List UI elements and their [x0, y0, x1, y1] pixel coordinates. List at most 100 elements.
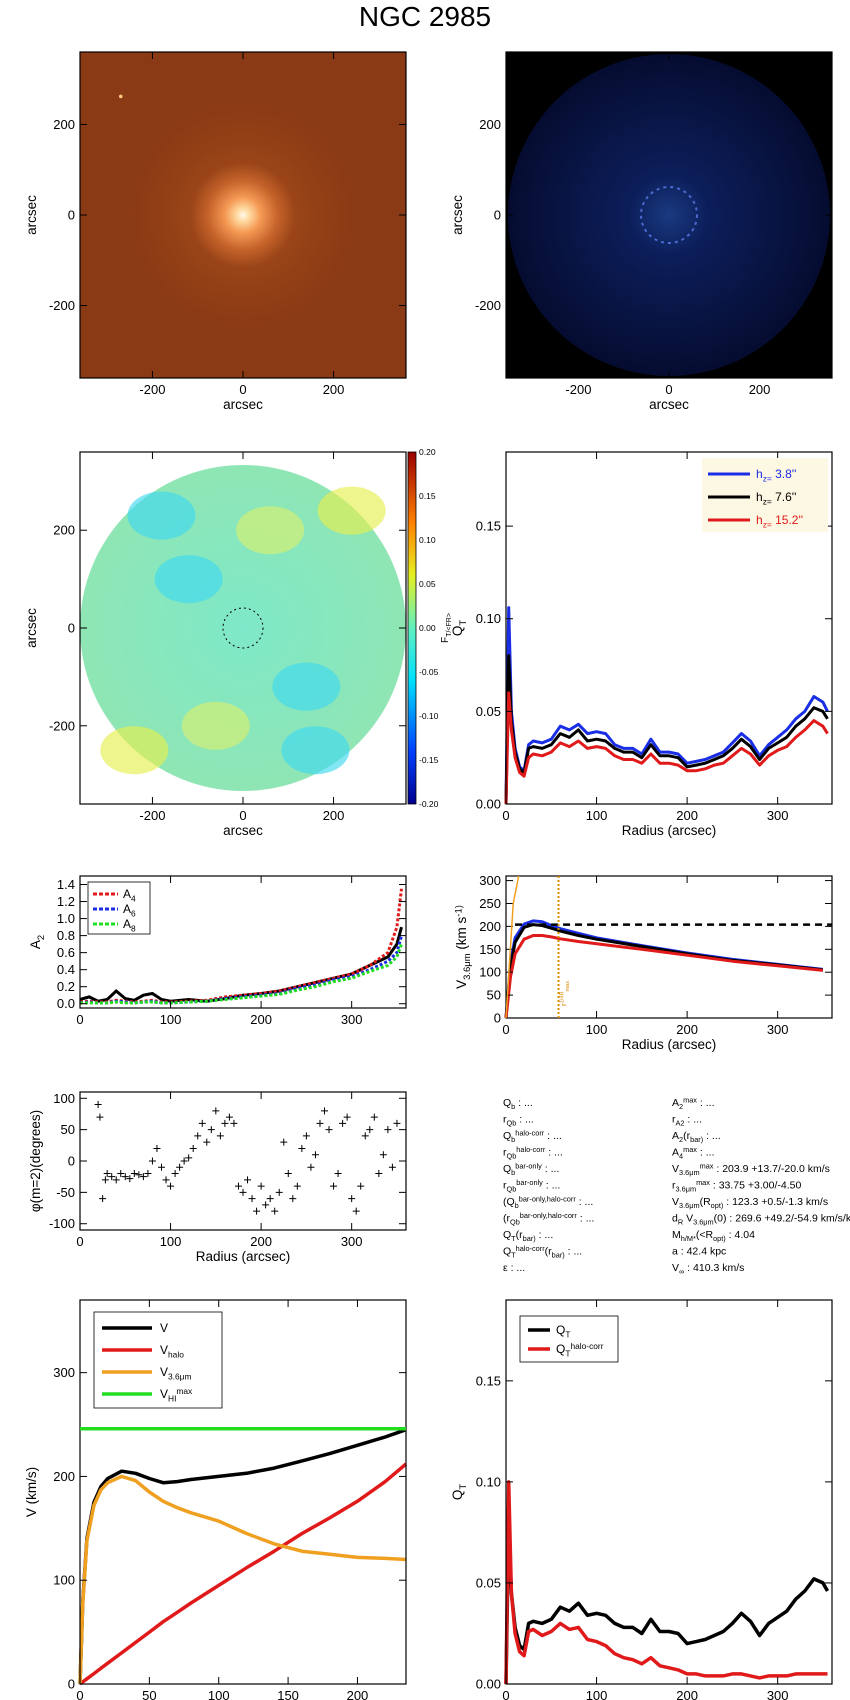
scatter-point [353, 1208, 360, 1215]
scatter-point [135, 1171, 142, 1178]
legend-label-part: HI [168, 1394, 176, 1404]
x-axis-label: Radius (arcsec) [196, 1249, 291, 1264]
legend-label-part: V [160, 1321, 168, 1335]
scatter-point [108, 1173, 115, 1180]
x-tick-label: 200 [323, 808, 345, 823]
y-axis-label-part: arcsec [24, 608, 39, 648]
x-tick-label: 200 [676, 1688, 698, 1700]
table-right-entry-part: A [672, 1147, 679, 1159]
y-axis-label-part: arcsec [24, 195, 39, 235]
scatter-point [357, 1183, 364, 1190]
series-line-red [506, 693, 828, 804]
table-left-entry-part: bar-only,halo-corr [520, 1211, 578, 1220]
scatter-point [140, 1173, 147, 1180]
table-left-entry-part: bar-only,halo-corr [519, 1194, 577, 1203]
y-tick-label: 0.05 [476, 704, 501, 719]
table-right-entry-part: A2 [676, 1119, 685, 1128]
scatter-point [185, 1154, 192, 1161]
y-axis-label-part: Q [450, 1490, 465, 1501]
y-axis-label-part: A [28, 940, 43, 949]
scatter-point [244, 1176, 251, 1183]
legend-label-part: halo-corr [570, 1341, 603, 1351]
scatter-point [131, 1170, 138, 1177]
legend-label-part: h [756, 467, 763, 481]
y-tick-label: 250 [479, 896, 501, 911]
table-right-entry: A4max : ... [672, 1145, 715, 1161]
series-line-black [506, 656, 828, 804]
table-left-entry-part: halo-corr [516, 1145, 546, 1154]
x-tick-label: 200 [347, 1688, 369, 1700]
x-tick-label: 50 [142, 1688, 156, 1700]
x-tick-label: 150 [277, 1688, 299, 1700]
scatter-point [339, 1120, 346, 1127]
table-right-entry-part: V [672, 1163, 679, 1175]
x-tick-label: 0 [76, 1234, 83, 1249]
y-axis-label: V3.6μm (km s-1) [453, 905, 473, 989]
table-left-entry-part: Q [503, 1130, 511, 1142]
x-tick-label: 0 [239, 808, 246, 823]
x-axis-label: Radius (arcsec) [622, 823, 717, 838]
y-axis-label-part: Q [450, 626, 465, 637]
y-tick-label: 300 [479, 873, 501, 888]
scatter-point [344, 1114, 351, 1121]
table-left-entry-part: : ... [543, 1180, 561, 1192]
table-left-entry-part: Qb [507, 1119, 517, 1128]
scatter-point [312, 1151, 319, 1158]
scatter-point [172, 1170, 179, 1177]
colorbar-tick-label: -0.10 [419, 711, 439, 721]
table-left-entry-part: Q [503, 1163, 511, 1175]
table-left-entry-part: Q [503, 1229, 511, 1241]
x-tick-label: 0 [76, 1688, 83, 1700]
x-tick-label: 300 [767, 1022, 789, 1037]
y-tick-label: 0.4 [57, 962, 75, 977]
table-right-entry-part: A [672, 1097, 679, 1109]
y-tick-label: 0.00 [476, 797, 501, 812]
table-left-entry-part: : ... [565, 1246, 583, 1258]
legend-label-part: h [756, 490, 763, 504]
scatter-point [303, 1132, 310, 1139]
scatter-point [276, 1189, 283, 1196]
table-right-entry: r3.6μmmax : 33.75 +3.00/-4.50 [672, 1178, 801, 1194]
x-tick-label: 200 [749, 382, 771, 397]
table-right-entry-part: : ... [703, 1130, 721, 1142]
table-right-entry-part: M [672, 1229, 681, 1241]
scatter-point [240, 1189, 247, 1196]
legend-label-part: V [160, 1365, 168, 1379]
y-axis-label-part: -1) [453, 905, 464, 917]
table-right-entry-part: max [683, 1095, 697, 1104]
legend-label-part: 3.6μm [168, 1372, 191, 1382]
table-left-entry-part: : ... [545, 1147, 563, 1159]
qt_halo-panel: 01002003000.000.050.100.15Radius (arcsec… [450, 1300, 832, 1700]
scatter-point [267, 1195, 274, 1202]
y-tick-label: 0.00 [476, 1677, 501, 1692]
force-blotch [182, 702, 250, 750]
colorbar-tick-label: -0.05 [419, 667, 439, 677]
rmax-label: r1/4Rmax [560, 981, 571, 1006]
legend-label-part: 8 [131, 924, 136, 934]
scatter-point [307, 1164, 314, 1171]
scatter-point [375, 1170, 382, 1177]
table-right-entry: A2max : ... [672, 1095, 715, 1111]
colorbar-tick-label: -0.20 [419, 799, 439, 809]
y-tick-label: 0 [494, 1011, 501, 1026]
table-right-entry-part: max [696, 1178, 710, 1187]
v36-panel: 0 100 200 300050100150200250300Radius (arcs… [453, 873, 832, 1052]
y-tick-label: -200 [475, 298, 501, 313]
legend-label-part: A [123, 902, 131, 916]
y-tick-label: 0.6 [57, 945, 75, 960]
galaxy-disk [133, 105, 353, 325]
table-right-entry-part: : ... [684, 1114, 702, 1126]
residual-panel: -200 0 200 -200 0 200 arcsec arcsec [450, 52, 832, 412]
x-tick-label: 0 [502, 808, 509, 823]
y-tick-label: 0.15 [476, 519, 501, 534]
colorbar-tick-label: -0.15 [419, 755, 439, 765]
y-axis-label-part: V (km/s) [24, 1467, 39, 1517]
y-tick-label: -200 [49, 298, 75, 313]
colorbar-tick-label: 0.05 [419, 579, 436, 589]
scatter-point [181, 1158, 188, 1165]
y-tick-label: 0 [68, 1154, 75, 1169]
y-axis-label-part: φ(m=2)(degrees) [28, 1110, 43, 1212]
table-right-entry-part: h/M [681, 1234, 693, 1243]
x-tick-label: 100 [160, 1012, 182, 1027]
y-axis-label-part: arcsec [450, 195, 465, 235]
